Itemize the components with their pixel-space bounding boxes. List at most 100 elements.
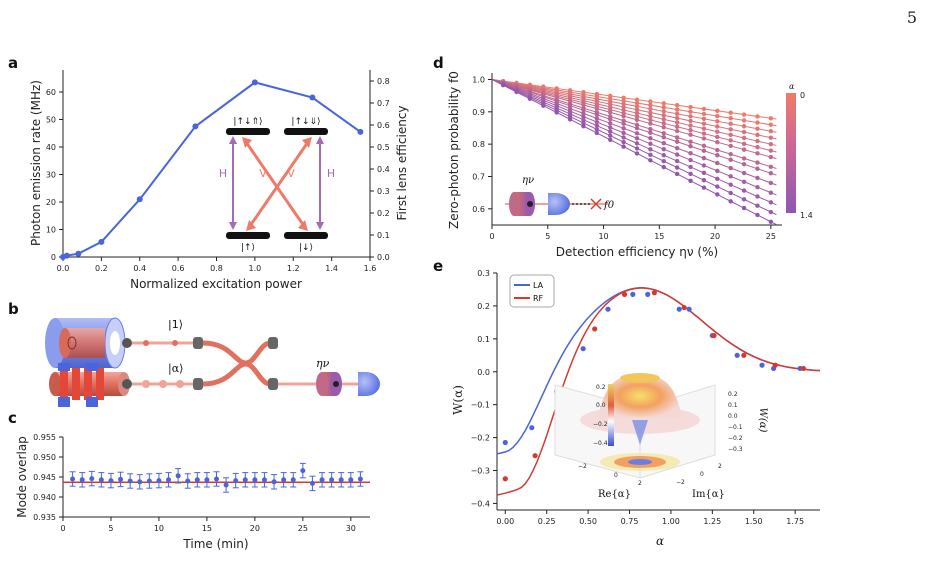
data-point	[594, 116, 600, 121]
data-point	[701, 121, 707, 126]
x-tick-label: 0.4	[133, 264, 146, 273]
data-point-rf	[502, 476, 508, 482]
panel-c-ylabel: Mode overlap	[15, 436, 29, 518]
data-point	[621, 118, 626, 123]
data-point	[701, 155, 707, 161]
data-point	[741, 170, 747, 176]
y-tick-label: 20	[46, 198, 56, 207]
arrowhead-icon	[229, 222, 237, 230]
y-right-tick-label: 0.4	[377, 165, 390, 174]
data-point	[674, 128, 680, 134]
coherent-state-source	[49, 363, 132, 407]
data-point	[621, 130, 626, 136]
cbar-tick: 0.0	[596, 402, 606, 409]
data-point	[688, 144, 693, 149]
single-photon-source	[45, 317, 132, 369]
panel-e-3d-inset: 0.2 0.0 −0.2 −0.4 0.2 0.1 0.0 −0.1 −0.2 …	[554, 373, 768, 500]
data-point	[648, 152, 653, 157]
y-tick-label: 10	[46, 226, 56, 235]
ket-alpha-label: |α⟩	[168, 362, 183, 376]
data-point	[648, 126, 653, 132]
x-tick-label: 0.2	[95, 264, 108, 273]
data-point	[608, 133, 613, 138]
cbar-tick: −0.4	[593, 440, 608, 447]
data-point	[728, 199, 733, 204]
data-point	[715, 192, 720, 197]
panel-d-inset-schematic: ην f0	[505, 175, 615, 216]
data-point	[137, 479, 143, 485]
data-point	[661, 158, 666, 164]
data-point	[634, 114, 640, 119]
data-point	[755, 126, 760, 131]
data-point	[192, 123, 199, 130]
data-point	[357, 128, 364, 135]
panel-e-inset-colorbar	[608, 384, 614, 446]
y-tick-label: 1.0	[472, 75, 485, 84]
data-point	[741, 205, 747, 211]
data-point	[755, 120, 760, 125]
x-tick-label: 0.50	[579, 517, 597, 526]
data-point	[701, 116, 707, 121]
panel-d-colorbar-label: α	[789, 82, 795, 91]
x-tick-label: 1.50	[745, 517, 763, 526]
panel-e-xlabel: α	[656, 534, 664, 548]
data-point-la	[529, 425, 535, 431]
y-tick-label: 0.7	[472, 172, 485, 181]
data-point	[648, 117, 653, 123]
y-tick-label: 50	[46, 116, 56, 125]
y-right-tick-label: 0.6	[377, 121, 390, 130]
panel-e-series-line-rf	[496, 287, 821, 496]
data-point	[634, 126, 640, 131]
data-point	[715, 168, 720, 174]
re-tick: 2	[638, 480, 642, 487]
data-point	[701, 185, 707, 190]
panel-a-series-line	[62, 81, 361, 258]
data-point	[661, 101, 666, 106]
fit-line	[491, 78, 777, 140]
panel-label-b: b	[8, 300, 19, 318]
level-label-top-left: |↑↓⇑⟩	[233, 117, 262, 127]
panel-d-ylabel: Zero-photon probability f0	[447, 71, 461, 229]
cbar-tick: −0.2	[593, 421, 608, 428]
fit-line	[491, 78, 777, 186]
data-point	[768, 148, 774, 153]
data-point	[674, 171, 680, 177]
data-point	[214, 476, 219, 482]
data-point	[621, 126, 626, 131]
data-point	[348, 477, 354, 483]
x-tick-label: 0.8	[210, 264, 223, 273]
x-tick-label: 1.25	[703, 517, 721, 526]
data-point	[755, 151, 760, 156]
panel-a-ylabel-right: First lens efficiency	[395, 105, 409, 220]
data-point	[715, 176, 720, 181]
data-point	[594, 123, 600, 128]
data-point	[514, 89, 519, 95]
data-point	[251, 79, 258, 86]
z-tick: −0.3	[728, 446, 743, 453]
data-point	[661, 135, 666, 140]
data-point	[674, 107, 680, 112]
data-point	[688, 123, 693, 128]
data-point	[728, 116, 733, 121]
data-point	[300, 468, 306, 474]
data-point	[768, 135, 774, 140]
data-point	[741, 197, 747, 202]
data-point	[223, 482, 229, 488]
data-point	[674, 158, 680, 164]
y-tick-label: 0.950	[33, 453, 56, 462]
panel-label-c: c	[8, 409, 17, 427]
x-tick-label: 30	[346, 524, 356, 533]
data-point	[715, 184, 720, 189]
panel-label-e: e	[433, 257, 443, 275]
re-tick: 0	[614, 472, 618, 479]
data-point	[281, 477, 287, 483]
data-point	[608, 110, 613, 115]
data-point	[500, 82, 506, 88]
x-tick-label: 25	[298, 524, 308, 533]
data-point	[728, 143, 733, 149]
y-tick-label: 0.955	[33, 433, 56, 442]
transition-v-1	[244, 141, 306, 227]
data-point	[608, 129, 613, 134]
data-point	[634, 131, 640, 136]
y-tick-label: 0.6	[472, 205, 485, 214]
